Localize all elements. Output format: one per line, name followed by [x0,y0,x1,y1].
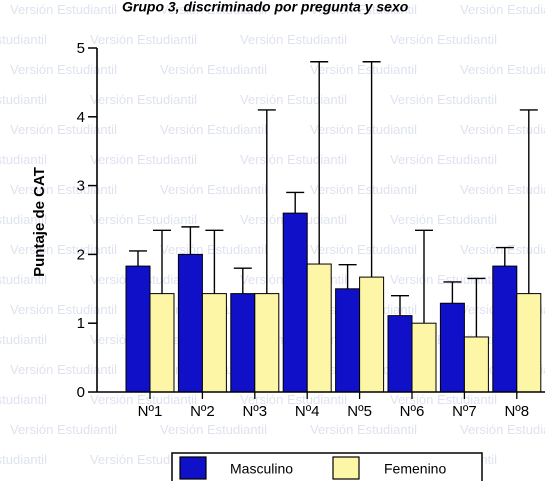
watermark-text: Versión Estudiantil [0,332,47,347]
x-tick-label: Nº2 [190,403,215,420]
y-tick-label: 2 [77,246,85,263]
watermark-text: Versión Estudiantil [90,32,197,47]
x-tick-label: Nº4 [295,403,320,420]
watermark-text: Versión Estudiantil [0,272,47,287]
watermark-text: Versión Estudiantil [90,152,197,167]
watermark-text: Versión Estudiantil [160,242,267,257]
watermark-text: Versión Estudiantil [90,92,197,107]
bar-femenino [359,276,385,393]
watermark-text: Versión Estudiantil [10,362,117,377]
bar-femenino [201,293,227,393]
x-tick-label: Nº3 [242,403,267,420]
bar-femenino [306,263,332,393]
watermark-text: Versión Estudiantil [460,422,545,437]
x-tick-label: Nº7 [452,403,477,420]
y-tick-label: 5 [77,40,85,57]
x-tick-label: Nº1 [138,403,163,420]
watermark-text: Versión Estudiantil [90,392,197,407]
watermark-text: Versión Estudiantil [240,392,347,407]
bar-masculino [177,253,203,393]
watermark-text: Versión Estudiantil [160,62,267,77]
watermark-text: Versión Estudiantil [0,92,47,107]
y-tick-label: 1 [77,315,85,332]
watermark-text: Versión Estudiantil [90,452,197,467]
bar-group [125,212,542,393]
bar-masculino [439,302,465,393]
legend-swatch-femenino [332,456,360,480]
watermark-text: Versión Estudiantil [460,122,545,137]
bar-masculino [335,288,361,393]
watermark-text: Versión Estudiantil [310,2,417,17]
watermark-text: Versión Estudiantil [390,212,497,227]
watermark-text: Versión Estudiantil [240,32,347,47]
watermark-text: Versión Estudiantil [0,392,47,407]
legend-label-masculino: Masculino [230,461,293,477]
watermark-text: Versión Estudiantil [460,242,545,257]
watermark-text: Versión Estudiantil [390,92,497,107]
watermark-text: Versión Estudiantil [160,182,267,197]
legend: Masculino Femenino [171,452,483,481]
y-tick-label: 0 [77,384,85,401]
watermark-text: Versión Estudiantil [10,182,117,197]
bar-masculino [387,315,413,393]
bar-femenino [411,322,437,393]
watermark-text: Versión Estudiantil [0,152,47,167]
watermark-text: Versión Estudiantil [0,32,47,47]
watermark-text: Versión Estudiantil [310,182,417,197]
watermark-text: Versión Estudiantil [160,2,267,17]
legend-swatch-masculino [179,456,207,480]
y-tick-label: 3 [77,178,85,195]
bar-masculino [282,212,308,393]
error-bar-group [129,61,538,337]
watermark-text: Versión Estudiantil [390,392,497,407]
bar-masculino [230,293,256,393]
watermark-text: Versión Estudiantil [390,272,497,287]
watermark-text: Versión Estudiantil [240,92,347,107]
watermark-text: Versión Estudiantil [460,2,545,17]
watermark-text: Versión Estudiantil [390,32,497,47]
watermark-text: Versión Estudiantil [460,182,545,197]
x-tick-label: Nº5 [347,403,372,420]
x-tick-label: Nº8 [504,403,529,420]
watermark-text: Versión Estudiantil [0,212,47,227]
x-axis: Nº1 Nº2 Nº3 Nº4 Nº5 Nº6 Nº7 Nº8 [97,391,545,420]
y-axis-label: Puntaje de CAT [31,167,48,277]
watermark-text: Versión Estudiantil [10,122,117,137]
watermark-text: Versión Estudiantil [240,152,347,167]
watermark-text: Versión Estudiantil [310,62,417,77]
legend-box [171,452,483,481]
x-tick-label: Nº6 [400,403,425,420]
watermark-text: Versión Estudiantil [90,212,197,227]
chart-title: Grupo 3, discriminado por pregunta y sex… [122,0,409,15]
y-tick-label: 4 [77,109,85,126]
bar-masculino [125,265,151,393]
watermark-text: Versión Estudiantil [460,62,545,77]
watermark-text: Versión Estudiantil [0,452,47,467]
watermark-text: Versión Estudiantil [160,422,267,437]
legend-label-femenino: Femenino [384,461,446,477]
watermark-text: Versión Estudiantil [10,242,117,257]
bar-masculino [492,265,518,393]
watermark-text: Versión Estudiantil [160,122,267,137]
bar-femenino [463,336,489,393]
watermark-text: Versión Estudiantil [310,422,417,437]
watermark-text: Versión Estudiantil [310,242,417,257]
watermark-text: Versión Estudiantil [10,422,117,437]
bar-femenino [254,293,280,393]
watermark-text: Versión Estudiantil [10,302,117,317]
watermark-text: Versión Estudiantil [390,152,497,167]
bar-femenino [149,293,175,393]
y-axis: 0 1 2 3 4 5 [77,40,98,401]
watermark-text: Versión Estudiantil [310,122,417,137]
watermark-text: Versión Estudiantil [10,62,117,77]
watermark-text: Versión Estudiantil [10,2,117,17]
bar-femenino [516,293,542,393]
